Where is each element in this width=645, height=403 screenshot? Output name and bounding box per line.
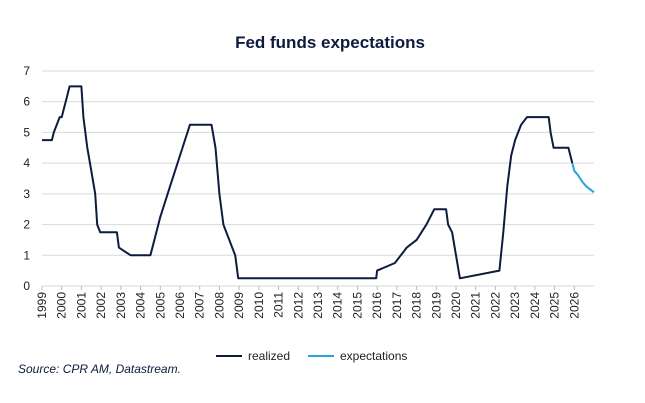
y-tick-label: 4 [23, 156, 30, 170]
y-tick-label: 7 [23, 64, 30, 78]
x-tick-label: 2007 [193, 292, 207, 319]
x-tick-label: 2020 [449, 292, 463, 319]
x-tick-label: 2026 [567, 292, 581, 319]
legend-label: expectations [340, 349, 407, 363]
x-tick-label: 2025 [548, 292, 562, 319]
x-tick-label: 2019 [429, 292, 443, 319]
x-tick-label: 2018 [410, 292, 424, 319]
x-tick-label: 2010 [252, 292, 266, 319]
x-tick-label: 2001 [74, 292, 88, 319]
x-tick-label: 2021 [469, 292, 483, 319]
x-tick-label: 2017 [390, 292, 404, 319]
x-tick-label: 1999 [35, 292, 49, 319]
y-tick-label: 3 [23, 187, 30, 201]
legend-label: realized [248, 349, 290, 363]
x-tick-label: 2005 [153, 292, 167, 319]
y-tick-label: 2 [23, 218, 30, 232]
y-tick-label: 5 [23, 125, 30, 139]
x-tick-label: 2000 [55, 292, 69, 319]
x-tick-label: 2013 [311, 292, 325, 319]
x-tick-label: 2016 [370, 292, 384, 319]
x-tick-label: 2009 [232, 292, 246, 319]
x-tick-label: 2024 [528, 292, 542, 319]
y-tick-label: 1 [23, 248, 30, 262]
x-tick-label: 2002 [94, 292, 108, 319]
data-line [42, 85, 574, 280]
y-tick-label: 0 [23, 279, 30, 293]
x-tick-label: 2004 [134, 292, 148, 319]
x-tick-label: 2022 [488, 292, 502, 319]
x-tick-label: 2008 [212, 292, 226, 319]
x-tick-label: 2014 [331, 292, 345, 319]
x-tick-label: 2015 [350, 292, 364, 319]
x-tick-label: 2023 [508, 292, 522, 319]
x-tick-label: 2012 [291, 292, 305, 319]
y-tick-label: 6 [23, 95, 30, 109]
data-line [571, 162, 595, 194]
x-tick-label: 2011 [272, 292, 286, 318]
x-tick-label: 2006 [173, 292, 187, 319]
chart-title: Fed funds expectations [235, 33, 425, 52]
x-tick-label: 2003 [114, 292, 128, 319]
source: Source: CPR AM, Datastream. [18, 362, 181, 376]
